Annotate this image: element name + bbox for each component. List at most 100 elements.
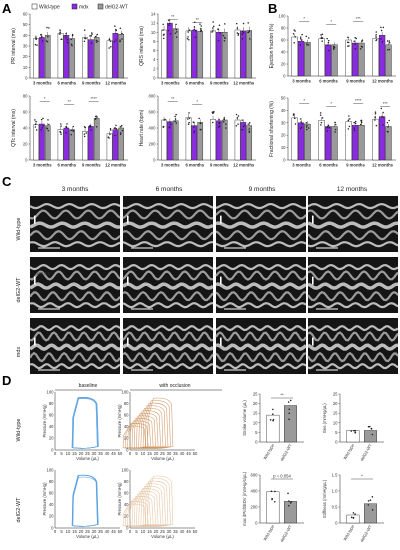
tissue-band bbox=[307, 209, 399, 220]
data-point bbox=[96, 33, 99, 36]
data-point bbox=[48, 123, 50, 126]
y-tick-label: 0 bbox=[335, 440, 338, 445]
tissue-band bbox=[122, 221, 214, 229]
data-point bbox=[175, 28, 178, 31]
data-point bbox=[41, 40, 44, 42]
data-point bbox=[301, 33, 303, 36]
data-point bbox=[218, 118, 220, 121]
bar-delg2-wt bbox=[221, 119, 228, 161]
data-point bbox=[287, 401, 290, 403]
data-point bbox=[334, 128, 337, 131]
data-point bbox=[114, 127, 116, 129]
pv-x-tick-label: 45 bbox=[111, 529, 116, 534]
data-point bbox=[168, 24, 170, 27]
tissue-band bbox=[122, 324, 214, 332]
data-point bbox=[188, 112, 190, 114]
data-point bbox=[320, 34, 322, 36]
data-point bbox=[95, 39, 98, 42]
tissue-band bbox=[122, 209, 214, 220]
data-point bbox=[294, 30, 296, 32]
tissue-band bbox=[307, 264, 399, 271]
data-point bbox=[217, 39, 220, 42]
calibration-marker bbox=[220, 337, 222, 346]
bar-wild-type bbox=[82, 130, 88, 161]
x-tick-label: Wild-type bbox=[342, 442, 355, 460]
y-axis-label: Fractional shortening (%) bbox=[269, 101, 275, 157]
pv-y-tick-label: 0 bbox=[51, 525, 54, 530]
tissue-band bbox=[29, 282, 121, 290]
bar-delg2-wt bbox=[358, 42, 365, 77]
mmode-image bbox=[122, 196, 214, 252]
data-point bbox=[48, 27, 50, 29]
bar-mdx bbox=[88, 126, 94, 161]
pv-x-tick-label: 20 bbox=[154, 451, 159, 456]
tissue-band bbox=[122, 263, 214, 271]
pv-x-tick-label: 15 bbox=[72, 529, 77, 534]
bar-delg2-wt bbox=[118, 34, 125, 79]
y-tick-label: 5 bbox=[255, 430, 258, 435]
y-tick-label: 20 bbox=[281, 62, 286, 67]
data-point bbox=[66, 123, 68, 125]
pv-loop bbox=[131, 415, 156, 449]
panel-c: 3 months 6 months 9 months 12 months Wil… bbox=[16, 186, 399, 374]
tissue-band bbox=[122, 241, 213, 248]
data-point bbox=[188, 121, 190, 124]
y-axis-label: Stiffness (mmHg/µL) bbox=[322, 479, 327, 518]
bar-delg2-wt bbox=[246, 30, 253, 79]
y-tick-label: 20 bbox=[333, 401, 338, 406]
data-point bbox=[328, 49, 330, 52]
bar-mdx bbox=[298, 41, 305, 77]
data-point bbox=[236, 27, 239, 29]
mmode-image bbox=[29, 196, 121, 252]
pv-y-tick-label: 100 bbox=[47, 389, 55, 394]
pv-x-axis-label: Volume (µL) bbox=[76, 456, 99, 461]
data-point bbox=[328, 126, 330, 129]
data-point bbox=[71, 44, 73, 47]
data-point bbox=[360, 119, 362, 122]
pv-x-axis-label: Volume (µL) bbox=[76, 534, 99, 539]
data-point bbox=[90, 129, 92, 131]
x-tick-label: 9 months bbox=[346, 163, 365, 168]
bar-mdx bbox=[88, 39, 94, 79]
data-point bbox=[347, 128, 350, 130]
panel-label-d: D bbox=[2, 373, 11, 388]
data-point bbox=[83, 40, 86, 43]
x-tick-label: 3 months bbox=[292, 79, 311, 84]
calibration-marker bbox=[127, 276, 129, 285]
data-point bbox=[34, 126, 37, 128]
tissue-band bbox=[215, 324, 306, 332]
data-point bbox=[367, 425, 370, 428]
x-tick-label: 12 months bbox=[372, 79, 394, 84]
pv-loop bbox=[138, 485, 164, 527]
data-point bbox=[162, 125, 164, 128]
data-point bbox=[236, 32, 239, 34]
data-point bbox=[247, 31, 249, 34]
data-point bbox=[272, 408, 274, 411]
data-point bbox=[213, 25, 215, 27]
pv-x-tick-label: 35 bbox=[173, 451, 178, 456]
tissue-band bbox=[122, 363, 214, 370]
data-point bbox=[305, 121, 308, 124]
data-point bbox=[199, 122, 202, 125]
data-point bbox=[272, 413, 274, 415]
data-point bbox=[300, 126, 303, 128]
bar-wild-type bbox=[57, 33, 64, 79]
tissue-band bbox=[307, 324, 399, 332]
data-point bbox=[305, 128, 308, 131]
pv-x-tick-label: 5 bbox=[135, 451, 138, 456]
y-axis-label: Heart rate (bpm) bbox=[139, 109, 145, 146]
y-tick-label: 60 bbox=[23, 12, 28, 17]
data-point bbox=[334, 123, 337, 126]
pv-loop bbox=[129, 496, 154, 527]
data-point bbox=[223, 40, 226, 42]
y-tick-label: 5 bbox=[335, 430, 338, 435]
data-point bbox=[374, 119, 376, 121]
data-point bbox=[361, 46, 364, 48]
pv-x-tick-label: 15 bbox=[147, 529, 152, 534]
data-point bbox=[175, 122, 178, 124]
bar-mdx bbox=[63, 35, 70, 79]
pv-loop bbox=[122, 425, 147, 449]
data-point bbox=[334, 131, 336, 133]
